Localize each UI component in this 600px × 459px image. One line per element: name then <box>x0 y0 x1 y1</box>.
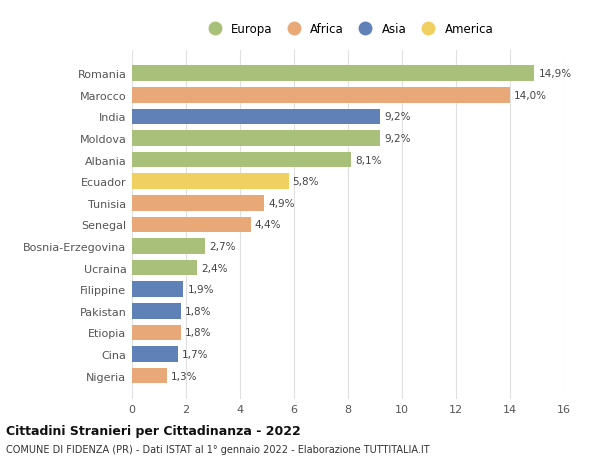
Legend: Europa, Africa, Asia, America: Europa, Africa, Asia, America <box>198 18 498 40</box>
Bar <box>132 239 205 254</box>
Text: 1,3%: 1,3% <box>171 371 197 381</box>
Text: Cittadini Stranieri per Cittadinanza - 2022: Cittadini Stranieri per Cittadinanza - 2… <box>6 424 301 437</box>
Text: 1,8%: 1,8% <box>185 306 211 316</box>
Bar <box>132 368 167 383</box>
Text: 2,4%: 2,4% <box>201 263 227 273</box>
Text: 4,9%: 4,9% <box>268 198 295 208</box>
Text: 2,7%: 2,7% <box>209 241 235 252</box>
Bar <box>132 174 289 190</box>
Text: 4,4%: 4,4% <box>255 220 281 230</box>
Text: 1,9%: 1,9% <box>187 285 214 295</box>
Text: 5,8%: 5,8% <box>293 177 319 187</box>
Bar <box>132 109 380 125</box>
Text: 8,1%: 8,1% <box>355 155 381 165</box>
Bar <box>132 152 350 168</box>
Text: 14,0%: 14,0% <box>514 91 547 101</box>
Text: COMUNE DI FIDENZA (PR) - Dati ISTAT al 1° gennaio 2022 - Elaborazione TUTTITALIA: COMUNE DI FIDENZA (PR) - Dati ISTAT al 1… <box>6 444 430 454</box>
Bar <box>132 88 510 103</box>
Bar <box>132 196 265 211</box>
Text: 1,8%: 1,8% <box>185 328 211 338</box>
Bar <box>132 303 181 319</box>
Bar <box>132 131 380 146</box>
Text: 9,2%: 9,2% <box>385 112 411 122</box>
Bar <box>132 67 534 82</box>
Text: 14,9%: 14,9% <box>538 69 571 79</box>
Bar <box>132 282 184 297</box>
Text: 1,7%: 1,7% <box>182 349 208 359</box>
Text: 9,2%: 9,2% <box>385 134 411 144</box>
Bar <box>132 325 181 341</box>
Bar <box>132 347 178 362</box>
Bar <box>132 260 197 276</box>
Bar <box>132 217 251 233</box>
